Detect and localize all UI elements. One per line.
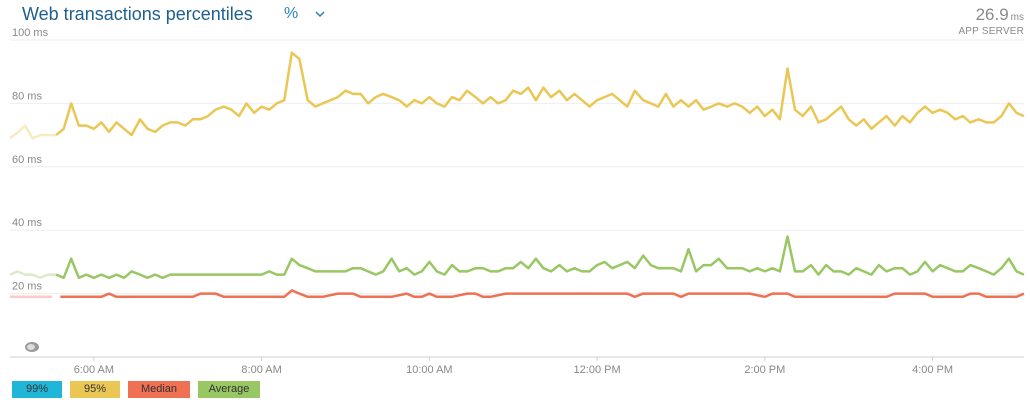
stat-unit: ms [1010, 12, 1024, 23]
x-tick-label: 6:00 AM [74, 364, 114, 376]
series-line-95 [55, 51, 1025, 137]
x-tick-label: 2:00 PM [744, 364, 785, 376]
legend-item-median[interactable]: Median [128, 381, 190, 398]
y-tick-label: 100 ms [12, 27, 49, 39]
y-tick-label: 80 ms [12, 90, 42, 102]
unit-toggle[interactable]: % [284, 5, 299, 22]
legend: 99% 95% Median Average [12, 381, 260, 398]
event-marker-inner [27, 344, 35, 350]
stat-label: APP SERVER [958, 26, 1024, 37]
legend-item-average[interactable]: Average [198, 381, 260, 398]
x-tick-label: 12:00 PM [574, 364, 621, 376]
legend-item-95[interactable]: 95% [70, 381, 120, 398]
x-tick-label: 10:00 AM [406, 364, 452, 376]
series-line-average-faded [9, 270, 57, 280]
series-line-average [55, 235, 1025, 280]
stat-value: 26.9 [975, 5, 1009, 24]
chart-title: Web transactions percentiles [22, 4, 253, 24]
x-tick-label: 8:00 AM [241, 364, 281, 376]
chevron-down-icon[interactable] [313, 8, 327, 22]
x-tick-label: 4:00 PM [912, 364, 953, 376]
y-tick-label: 40 ms [12, 217, 42, 229]
series-line-95-faded [9, 124, 57, 140]
app-server-stat: 26.9 ms APP SERVER [958, 5, 1024, 37]
series-line-median [60, 289, 1025, 299]
y-tick-label: 20 ms [12, 281, 42, 293]
y-tick-label: 60 ms [12, 154, 42, 166]
legend-item-99[interactable]: 99% [12, 381, 62, 398]
